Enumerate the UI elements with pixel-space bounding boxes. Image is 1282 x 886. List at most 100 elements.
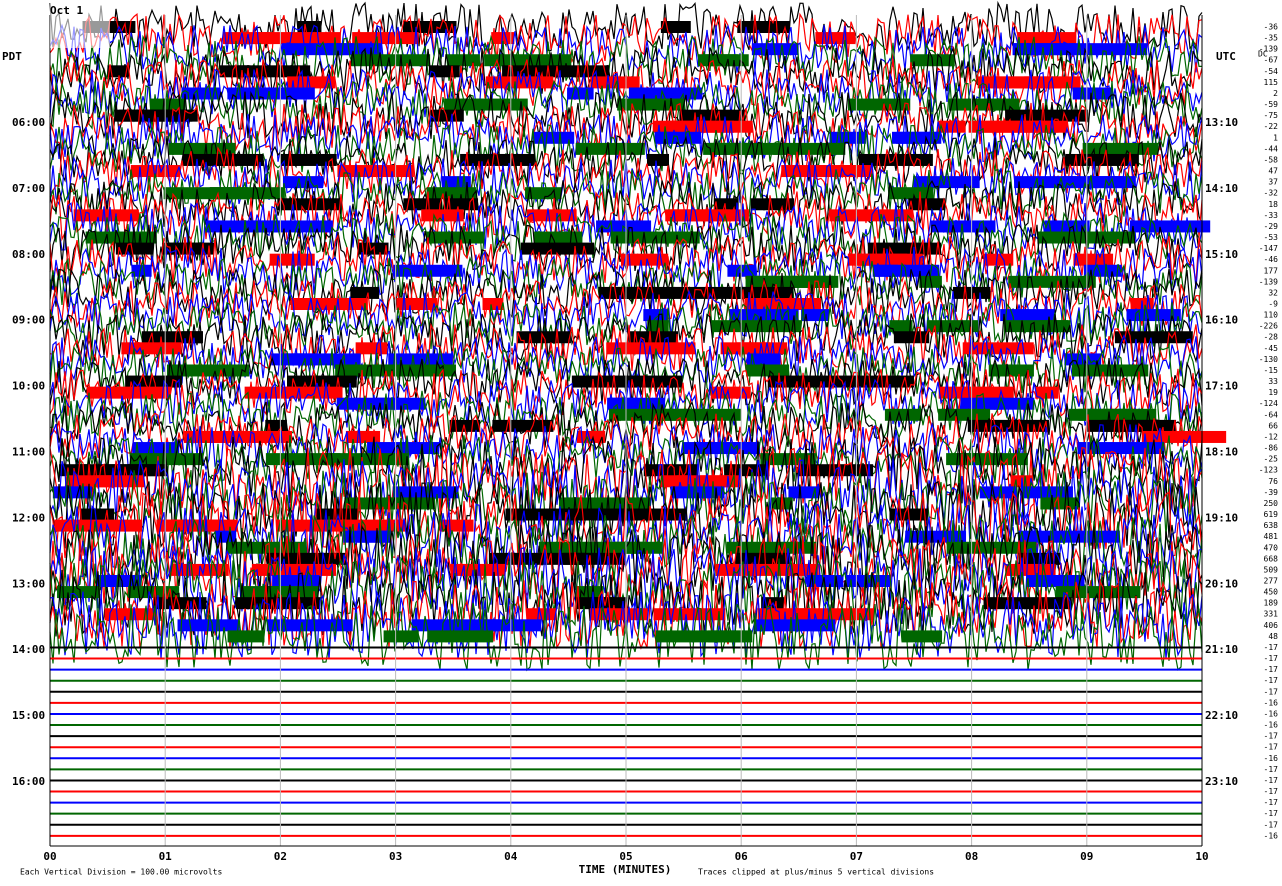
trace-block bbox=[1044, 220, 1090, 233]
pdt-hour: 12:00 bbox=[12, 511, 45, 524]
offset-label: -12 bbox=[1264, 432, 1279, 441]
trace-block bbox=[889, 320, 913, 333]
x-tick-label: 05 bbox=[619, 850, 632, 863]
trace-block bbox=[1040, 497, 1080, 510]
x-tick-label: 10 bbox=[1195, 850, 1208, 863]
utc-hour: 15:10 bbox=[1205, 248, 1238, 261]
trace-block bbox=[352, 32, 419, 45]
offset-label: -124 bbox=[1259, 399, 1278, 408]
trace-block bbox=[788, 486, 820, 499]
offset-label: -15 bbox=[1264, 366, 1279, 375]
trace-block bbox=[938, 386, 1014, 399]
x-tick-label: 00 bbox=[43, 850, 56, 863]
offset-label: -17 bbox=[1264, 798, 1279, 807]
offset-label: -59 bbox=[1264, 100, 1279, 109]
trace-block bbox=[1000, 309, 1029, 322]
trace-block bbox=[153, 597, 207, 610]
offset-label: 110 bbox=[1264, 311, 1279, 320]
trace-block bbox=[350, 286, 380, 299]
x-tick-label: 06 bbox=[735, 850, 749, 863]
trace-block bbox=[1003, 320, 1069, 333]
offset-label: -17 bbox=[1264, 732, 1279, 741]
trace-block bbox=[977, 76, 1040, 89]
offset-label: 19 bbox=[1268, 388, 1278, 397]
trace-block bbox=[502, 65, 582, 78]
offset-label: 331 bbox=[1264, 610, 1279, 619]
trace-block bbox=[773, 142, 846, 155]
trace-block bbox=[838, 165, 865, 178]
trace-block bbox=[266, 552, 347, 565]
utc-hour: 13:10 bbox=[1205, 116, 1238, 129]
trace-block bbox=[905, 530, 967, 543]
trace-block bbox=[1005, 563, 1056, 576]
trace-block bbox=[1073, 253, 1114, 266]
scale-note: Each Vertical Division = 100.00 microvol… bbox=[20, 868, 222, 877]
trace-block bbox=[337, 165, 414, 178]
trace-block bbox=[665, 209, 731, 222]
trace-block bbox=[130, 165, 158, 178]
offset-label: -16 bbox=[1264, 698, 1279, 707]
trace-block bbox=[901, 630, 943, 643]
trace-block bbox=[713, 198, 739, 211]
trace-block bbox=[670, 486, 725, 499]
trace-block bbox=[428, 65, 460, 78]
utc-hour: 21:10 bbox=[1205, 643, 1238, 656]
trace-block bbox=[781, 165, 826, 178]
trace-block bbox=[646, 153, 669, 166]
offset-label: 48 bbox=[1268, 632, 1278, 641]
offset-label: 37 bbox=[1268, 178, 1278, 187]
trace-block bbox=[1017, 530, 1066, 543]
trace-block bbox=[979, 486, 1017, 499]
utc-hour: 23:10 bbox=[1205, 775, 1238, 788]
pdt-hour: 16:00 bbox=[12, 775, 45, 788]
trace-block bbox=[290, 298, 368, 310]
offset-label: -226 bbox=[1259, 322, 1278, 331]
offset-label: -139 bbox=[1259, 45, 1278, 54]
trace-block bbox=[214, 530, 237, 543]
trace-block bbox=[760, 453, 816, 466]
left-title: PDT bbox=[2, 50, 22, 63]
trace-block bbox=[272, 575, 320, 587]
offset-label: -75 bbox=[1264, 111, 1279, 120]
trace-block bbox=[654, 131, 677, 144]
trace-block bbox=[1141, 430, 1227, 443]
offset-label: -35 bbox=[1264, 34, 1279, 43]
traces bbox=[49, 0, 1227, 837]
offset-label: 406 bbox=[1264, 621, 1279, 630]
trace-block bbox=[244, 386, 292, 399]
trace-block bbox=[567, 87, 594, 100]
trace-block bbox=[937, 120, 966, 133]
trace-block bbox=[283, 353, 317, 366]
trace-block bbox=[617, 98, 686, 111]
trace-block bbox=[948, 98, 1020, 111]
trace-block bbox=[590, 76, 640, 89]
offset-label: -36 bbox=[1264, 23, 1279, 32]
date: Oct 1 bbox=[50, 4, 83, 17]
offset-label: 66 bbox=[1268, 421, 1278, 430]
x-tick-label: 04 bbox=[504, 850, 518, 863]
trace-block bbox=[86, 386, 171, 399]
offset-label: 619 bbox=[1264, 510, 1279, 519]
offset-label: 509 bbox=[1264, 565, 1279, 574]
trace-block bbox=[699, 475, 740, 488]
trace-block bbox=[847, 98, 911, 111]
trace-block bbox=[571, 375, 638, 388]
trace-block bbox=[367, 442, 440, 455]
x-tick-label: 02 bbox=[274, 850, 287, 863]
offset-label: 638 bbox=[1264, 521, 1279, 530]
offset-label: -123 bbox=[1259, 466, 1278, 475]
trace-block bbox=[643, 309, 668, 322]
offset-label: -54 bbox=[1264, 67, 1279, 76]
trace-block bbox=[79, 508, 115, 521]
offset-label: -44 bbox=[1264, 144, 1279, 153]
offset-label: -9 bbox=[1268, 300, 1278, 309]
trace-block bbox=[1017, 32, 1077, 45]
trace-block bbox=[280, 153, 337, 166]
trace-block bbox=[720, 342, 771, 355]
offset-label: -25 bbox=[1264, 455, 1279, 464]
trace-block bbox=[930, 220, 996, 233]
offset-label: -22 bbox=[1264, 122, 1279, 131]
offset-label: 18 bbox=[1268, 200, 1278, 209]
pdt-hour: 08:00 bbox=[12, 248, 45, 261]
trace-block bbox=[988, 364, 1034, 377]
